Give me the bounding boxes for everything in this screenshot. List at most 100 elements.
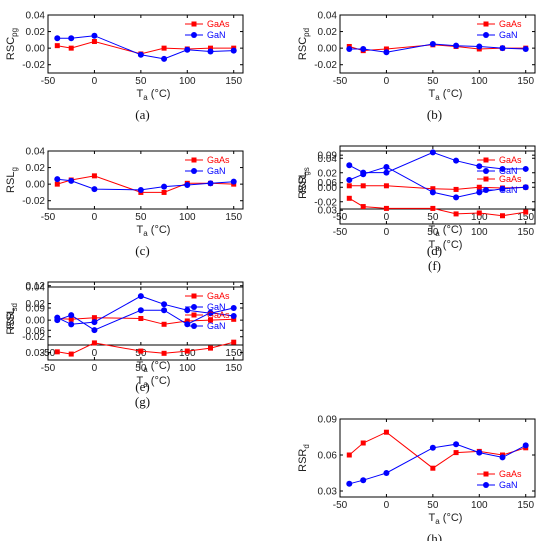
data-point-gaas xyxy=(430,465,436,471)
x-tick-label: 150 xyxy=(225,363,242,374)
y-axis-label-main: RSL xyxy=(5,172,17,193)
legend-label: GaN xyxy=(207,166,226,176)
data-point-gan xyxy=(184,181,191,188)
x-tick-label: 0 xyxy=(384,212,390,223)
data-point-gan xyxy=(476,163,483,170)
panel-label: (f) xyxy=(428,258,441,273)
data-point-gan xyxy=(137,307,144,314)
data-point-gaas xyxy=(184,348,190,354)
legend-label: GaN xyxy=(207,30,226,40)
y-tick-label: 0.02 xyxy=(26,163,46,174)
x-axis-label-unit: (°C) xyxy=(440,88,463,100)
legend-marker xyxy=(483,168,489,174)
chart-panel-5: -50 0 50 100 150 -0.02 0.00 0.02 0.04 RSLd Ta (°C)… xyxy=(5,283,244,394)
data-point-gan xyxy=(161,55,168,62)
x-axis-label-unit: (°C) xyxy=(148,88,171,100)
data-point-gan xyxy=(137,293,144,300)
legend-label: GaN xyxy=(499,166,518,176)
data-point-gaas xyxy=(91,173,97,179)
data-point-gan xyxy=(499,45,506,52)
data-point-gan xyxy=(184,307,191,314)
y-axis-label-main: RSC xyxy=(297,37,309,60)
legend-marker xyxy=(191,323,197,329)
y-axis-label: RSLs xyxy=(297,167,311,192)
y-tick-label: 0.02 xyxy=(318,27,338,38)
data-point-gan xyxy=(346,480,353,487)
plot-frame xyxy=(339,14,536,74)
x-tick-label: 50 xyxy=(427,500,439,511)
data-point-gan xyxy=(383,163,390,170)
data-point-gaas xyxy=(54,181,60,187)
y-axis-label-main: RSL xyxy=(297,171,309,192)
y-axis-label-main: RSR xyxy=(5,311,17,334)
data-point-gan xyxy=(161,301,168,308)
chart-panel-8: -50 0 50 100 150 0.03 0.06 0.09 RSRd Ta (°C) (h) Ga… xyxy=(297,415,536,541)
series-line-gaas xyxy=(57,341,234,355)
y-tick-label: 0.00 xyxy=(318,44,338,55)
legend-label: GaN xyxy=(207,321,226,331)
data-point-gan xyxy=(207,180,214,187)
data-point-gan xyxy=(91,32,98,39)
x-tick-label: 50 xyxy=(135,76,147,87)
y-tick-label: 0.00 xyxy=(26,44,46,55)
chart-panel-4: -50 0 50 100 150 -0.02 0.00 0.02 0.04 RSLs Ta (°C)… xyxy=(297,150,536,258)
y-axis-label-main: RSC xyxy=(5,37,17,60)
y-axis-label: RSCpd xyxy=(297,28,311,60)
data-point-gan xyxy=(499,454,506,461)
x-tick-label: -50 xyxy=(41,212,56,223)
data-point-gaas xyxy=(383,429,389,435)
x-axis-label: Ta (°C) xyxy=(429,239,463,253)
x-tick-label: -50 xyxy=(333,500,348,511)
x-axis-label: Ta (°C) xyxy=(137,375,171,389)
panel-label: (e) xyxy=(135,379,149,394)
x-axis-label-main: T xyxy=(429,88,436,100)
legend-marker xyxy=(483,157,489,163)
data-point-gaas xyxy=(54,349,60,355)
chart-panel-1: -50 0 50 100 150 -0.02 0.00 0.02 0.04 RSCpg Ta (°C… xyxy=(5,11,244,122)
x-tick-label: 0 xyxy=(92,348,98,359)
y-axis-label: RSLd xyxy=(5,303,19,329)
y-tick-label: 0.09 xyxy=(26,304,46,315)
y-axis-label-main: RSL xyxy=(5,308,17,329)
data-point-gaas xyxy=(91,340,97,346)
x-tick-label: 50 xyxy=(427,227,439,238)
legend-label: GaAs xyxy=(207,19,230,29)
x-tick-label: 150 xyxy=(517,76,534,87)
data-point-gan xyxy=(346,162,353,169)
x-axis-label: Ta (°C) xyxy=(137,88,171,102)
legend-marker xyxy=(191,293,197,299)
x-tick-label: 150 xyxy=(517,212,534,223)
x-tick-label: 100 xyxy=(471,500,488,511)
y-tick-label: 0.04 xyxy=(26,11,46,22)
legend-marker xyxy=(191,157,197,163)
y-axis-label-main: RSR xyxy=(297,176,309,199)
plot-frame xyxy=(47,281,244,361)
data-point-gaas xyxy=(346,183,352,189)
data-point-gan xyxy=(522,165,529,172)
data-point-gaas xyxy=(430,186,436,192)
data-point-gaas xyxy=(476,184,482,190)
panel-label: (b) xyxy=(427,107,442,122)
legend-marker xyxy=(191,168,197,174)
legend-marker xyxy=(483,176,489,182)
x-axis-label-main: T xyxy=(429,512,436,524)
data-point-gaas xyxy=(68,351,74,357)
data-point-gaas xyxy=(383,205,389,211)
series-line-gaas xyxy=(349,185,526,190)
data-point-gaas xyxy=(91,39,97,45)
y-tick-label: 0.02 xyxy=(318,168,338,179)
data-point-gan xyxy=(184,46,191,53)
x-axis-label-sub: a xyxy=(143,365,148,374)
data-point-gan xyxy=(54,176,61,183)
y-tick-label: 0.00 xyxy=(26,180,46,191)
y-tick-label: -0.02 xyxy=(314,60,337,71)
data-point-gan xyxy=(476,43,483,50)
data-point-gan xyxy=(346,45,353,52)
series-line-gan xyxy=(349,151,526,174)
data-point-gan xyxy=(522,45,529,52)
data-point-gan xyxy=(91,186,98,193)
legend-label: GaAs xyxy=(499,174,522,184)
